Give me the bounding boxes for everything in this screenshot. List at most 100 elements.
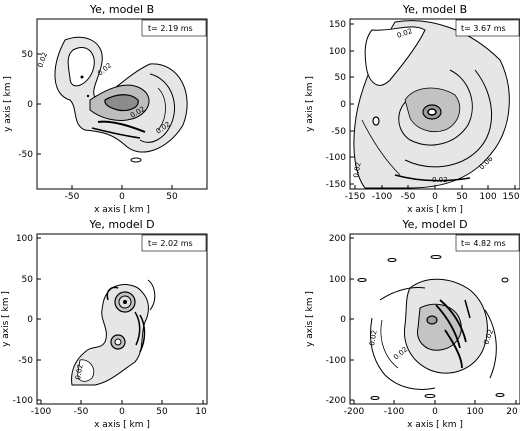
panel-1-title: Ye, model B <box>402 3 467 16</box>
y-tick-label: 100 <box>329 275 346 285</box>
panel-3-time-box <box>455 234 520 252</box>
contour-thick <box>435 299 467 369</box>
y-tick-label: 50 <box>22 275 34 285</box>
panel-0: Ye, model B t= 2.19 ms 0.02 0.02 0.02 0.… <box>3 3 208 215</box>
contour-arm <box>404 69 492 168</box>
y-tick-label: -200 <box>326 396 347 406</box>
contour-blob <box>370 396 380 400</box>
contour-blob <box>130 157 142 163</box>
x-tick-label: -100 <box>384 407 405 417</box>
x-tick-label: 0 <box>119 192 125 202</box>
center-point-2 <box>86 94 90 98</box>
contour-blob <box>495 393 505 397</box>
contour-arm-left-2 <box>380 319 399 369</box>
x-axis-label: x axis [ km ] <box>94 420 150 430</box>
y-tick-label: 50 <box>22 50 34 60</box>
y-tick-label: -50 <box>18 356 33 366</box>
contour-inner <box>104 94 139 112</box>
y-tick-label: 150 <box>329 20 346 30</box>
x-tick-label: 10 <box>195 407 207 417</box>
contour-hole <box>364 26 426 86</box>
panel-0-ticks <box>37 53 173 189</box>
x-tick-label: 0 <box>432 407 438 417</box>
center-point <box>80 75 84 79</box>
y-tick-label: -50 <box>18 150 33 160</box>
contour-arm-left <box>370 317 436 390</box>
panel-2: Ye, model D t= 2.02 ms 0.02 -100 -50 0 5… <box>1 218 208 430</box>
y-axis-label: y axis [ km ] <box>305 76 315 132</box>
contour-thick-1 <box>97 120 146 133</box>
contour-blob <box>430 255 442 259</box>
contour-thick-2 <box>91 127 141 139</box>
y-tick-label: -150 <box>326 180 347 190</box>
x-tick-label: 100 <box>479 192 496 202</box>
panel-3-ticks <box>350 237 517 404</box>
x-tick-label: 50 <box>456 192 468 202</box>
panel-2-title: Ye, model D <box>88 218 154 231</box>
panel-2-time-label: t= 2.02 ms <box>148 239 193 248</box>
contour-arm-right <box>484 309 497 379</box>
contour-blob <box>387 258 397 262</box>
contour-arm-2 <box>361 119 401 176</box>
contour-arm <box>147 279 156 311</box>
center-point <box>123 300 127 304</box>
contour-edge <box>394 174 471 182</box>
contour-thick-2 <box>464 299 471 319</box>
y-tick-label: 0 <box>340 315 346 325</box>
x-tick-label: -150 <box>345 192 366 202</box>
x-tick-label: 50 <box>166 192 178 202</box>
y-tick-label: 100 <box>329 47 346 57</box>
contour-arm <box>139 73 176 143</box>
y-tick-label: 0 <box>27 100 33 110</box>
x-axis-label: x axis [ km ] <box>407 420 463 430</box>
contour-thick <box>134 311 146 353</box>
x-tick-label: 50 <box>156 407 168 417</box>
panel-1-contour-label: 0.02 <box>352 162 363 179</box>
y-tick-label: -50 <box>331 127 346 137</box>
panel-0-time-box <box>141 19 207 37</box>
panel-3-time-label: t= 4.82 ms <box>461 239 506 248</box>
x-tick-label: 100 <box>466 407 483 417</box>
y-tick-label: 50 <box>335 73 347 83</box>
y-tick-label: 0 <box>340 100 346 110</box>
panel-3-contour-label: 0.02 <box>368 330 379 347</box>
panel-0-contours <box>54 36 188 163</box>
panel-1-time-label: t= 3.67 ms <box>461 24 506 33</box>
panel-1-time-box <box>455 19 520 37</box>
panel-2-ticks <box>37 237 204 404</box>
x-axis-label: x axis [ km ] <box>407 205 463 215</box>
panel-1: Ye, model B t= 3.67 ms 0.02 0.02 0.02 0.… <box>305 3 520 215</box>
panel-1-contour-label: 0.02 <box>432 176 448 184</box>
x-tick-label: -100 <box>372 192 393 202</box>
y-axis-label: y axis [ km ] <box>1 291 11 347</box>
y-tick-label: -100 <box>326 356 347 366</box>
x-tick-label: -100 <box>31 407 52 417</box>
panel-2-contours <box>71 279 156 386</box>
contour-center <box>427 108 437 116</box>
x-tick-label: 0 <box>432 192 438 202</box>
panel-2-time-box <box>141 234 207 252</box>
y-tick-label: -100 <box>13 396 34 406</box>
x-tick-label: 0 <box>119 407 125 417</box>
y-axis-label: y axis [ km ] <box>3 76 13 132</box>
x-tick-label: -50 <box>65 192 80 202</box>
panel-3: Ye, model D t= 4.82 ms 0.02 0.02 0.02 -2… <box>305 218 520 430</box>
contour-blob <box>357 278 367 282</box>
contour-blob <box>372 116 380 126</box>
x-tick-label: -50 <box>401 192 416 202</box>
contour-inner-lower <box>114 338 122 346</box>
panel-1-contours <box>353 20 510 189</box>
y-tick-label: 0 <box>27 315 33 325</box>
contour-blob <box>424 394 436 398</box>
x-tick-label: -200 <box>344 407 365 417</box>
panel-0-time-label: t= 2.19 ms <box>148 24 193 33</box>
contour-arm-2 <box>157 87 166 131</box>
contour-hole <box>77 359 95 382</box>
panel-3-contours <box>357 255 509 400</box>
contour-arm-top <box>379 287 426 301</box>
panel-1-ticks <box>350 23 516 189</box>
contour-blob <box>501 277 509 283</box>
contour-thick-2 <box>106 286 119 301</box>
y-axis-label: y axis [ km ] <box>305 291 315 347</box>
